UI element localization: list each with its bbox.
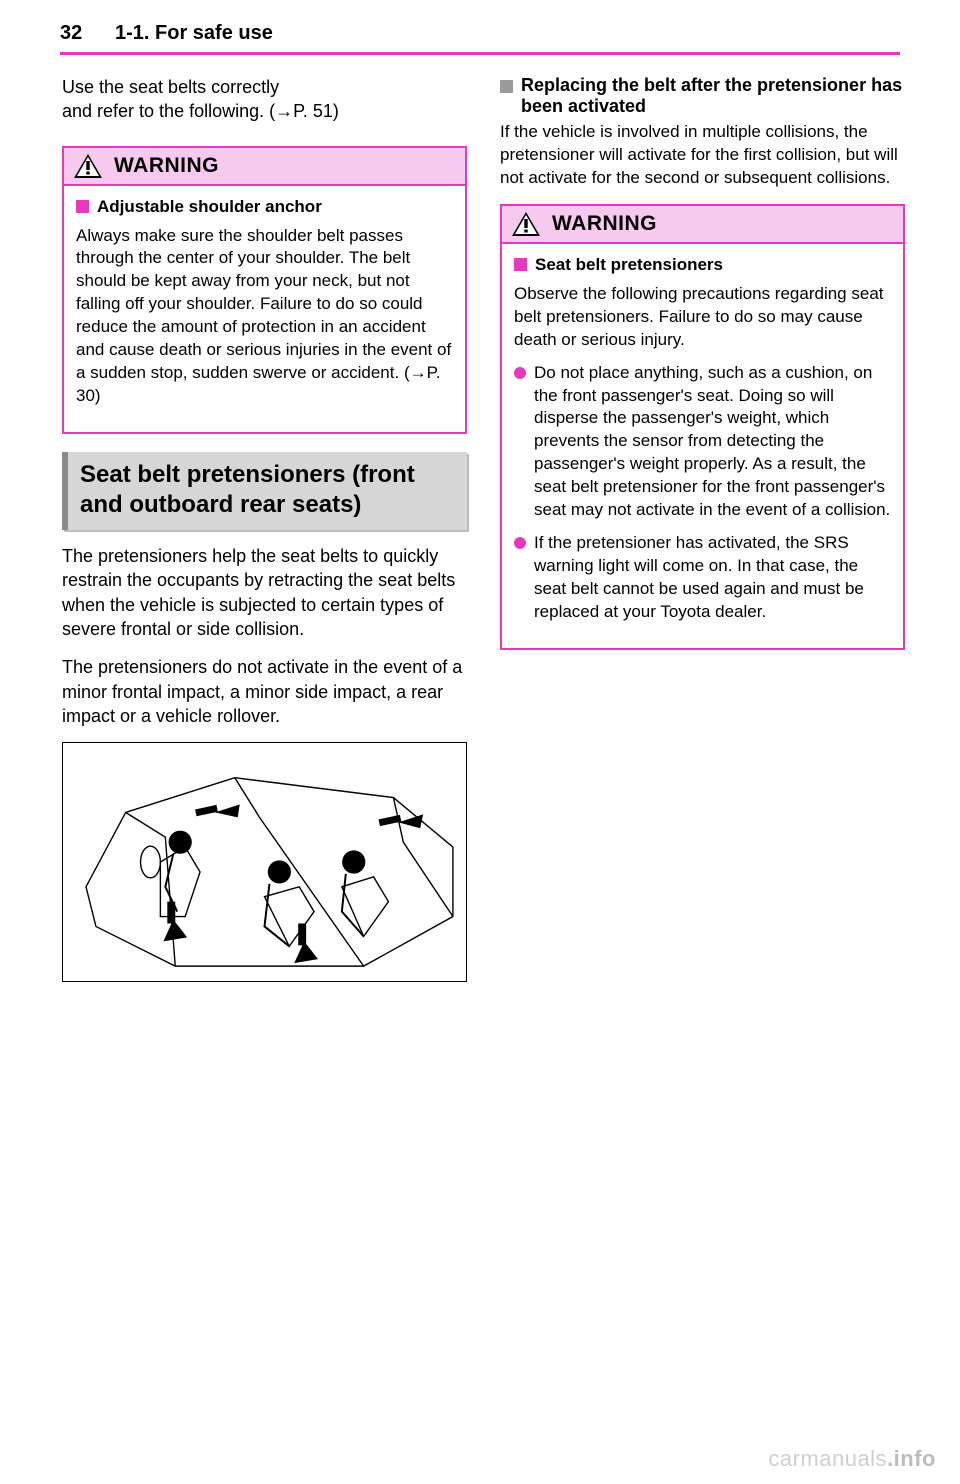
warning-body: Seat belt pretensioners Observe the foll… xyxy=(502,244,903,648)
footer-prefix: carmanuals xyxy=(768,1446,887,1471)
bullet-dot-icon xyxy=(514,367,526,379)
bullet-square-grey-icon xyxy=(500,80,513,93)
footer-suffix: .info xyxy=(887,1446,936,1471)
sub-para: If the vehicle is involved in multiple c… xyxy=(500,121,905,190)
warning-box-right: WARNING Seat belt pretensioners Observe … xyxy=(500,204,905,650)
right-column: Replacing the belt after the pretensione… xyxy=(500,75,905,668)
warning-triangle-icon xyxy=(72,152,104,180)
top-rule xyxy=(60,52,900,55)
sub-heading-text: Replacing the belt after the pretensione… xyxy=(521,75,905,117)
intro-page-ref: →P. 51) xyxy=(275,101,339,121)
intro-text: Use the seat belts correctly and refer t… xyxy=(62,75,467,124)
footer-watermark: carmanuals.info xyxy=(768,1446,936,1472)
bullet-dot-icon xyxy=(514,537,526,549)
bullet-square-icon xyxy=(514,258,527,271)
sub-heading: Replacing the belt after the pretensione… xyxy=(500,75,905,117)
intro-line2: and refer to the following. ( xyxy=(62,101,275,121)
warning-header: WARNING xyxy=(64,148,465,186)
page-number: 32 xyxy=(60,22,82,45)
intro-line1: Use the seat belts correctly xyxy=(62,77,279,97)
bullet-square-icon xyxy=(76,200,89,213)
warning-title: WARNING xyxy=(114,154,219,178)
warning-bullet-1: Do not place anything, such as a cushion… xyxy=(534,362,891,523)
warning-title: WARNING xyxy=(552,212,657,236)
warning-bullet-2: If the pretensioner has activated, the S… xyxy=(534,532,891,624)
warning-heading: Seat belt pretensioners xyxy=(535,254,723,277)
left-column: Use the seat belts correctly and refer t… xyxy=(62,75,467,982)
section-header: Seat belt pretensioners (front and outbo… xyxy=(62,452,467,530)
warning-header: WARNING xyxy=(502,206,903,244)
breadcrumb: 1-1. For safe use xyxy=(115,22,273,45)
warning-box-left: WARNING Adjustable shoulder anchor Alway… xyxy=(62,146,467,434)
warning-triangle-icon xyxy=(510,210,542,238)
warning-para-1: Observe the following precautions regard… xyxy=(514,283,891,352)
warning-body: Adjustable shoulder anchor Always make s… xyxy=(64,186,465,432)
warning-para: Always make sure the shoulder belt passe… xyxy=(76,225,453,409)
body-para-2: The pretensioners do not activate in the… xyxy=(62,655,467,728)
warning-heading: Adjustable shoulder anchor xyxy=(97,196,322,219)
seatbelt-diagram xyxy=(62,742,467,982)
body-para-1: The pretensioners help the seat belts to… xyxy=(62,544,467,641)
